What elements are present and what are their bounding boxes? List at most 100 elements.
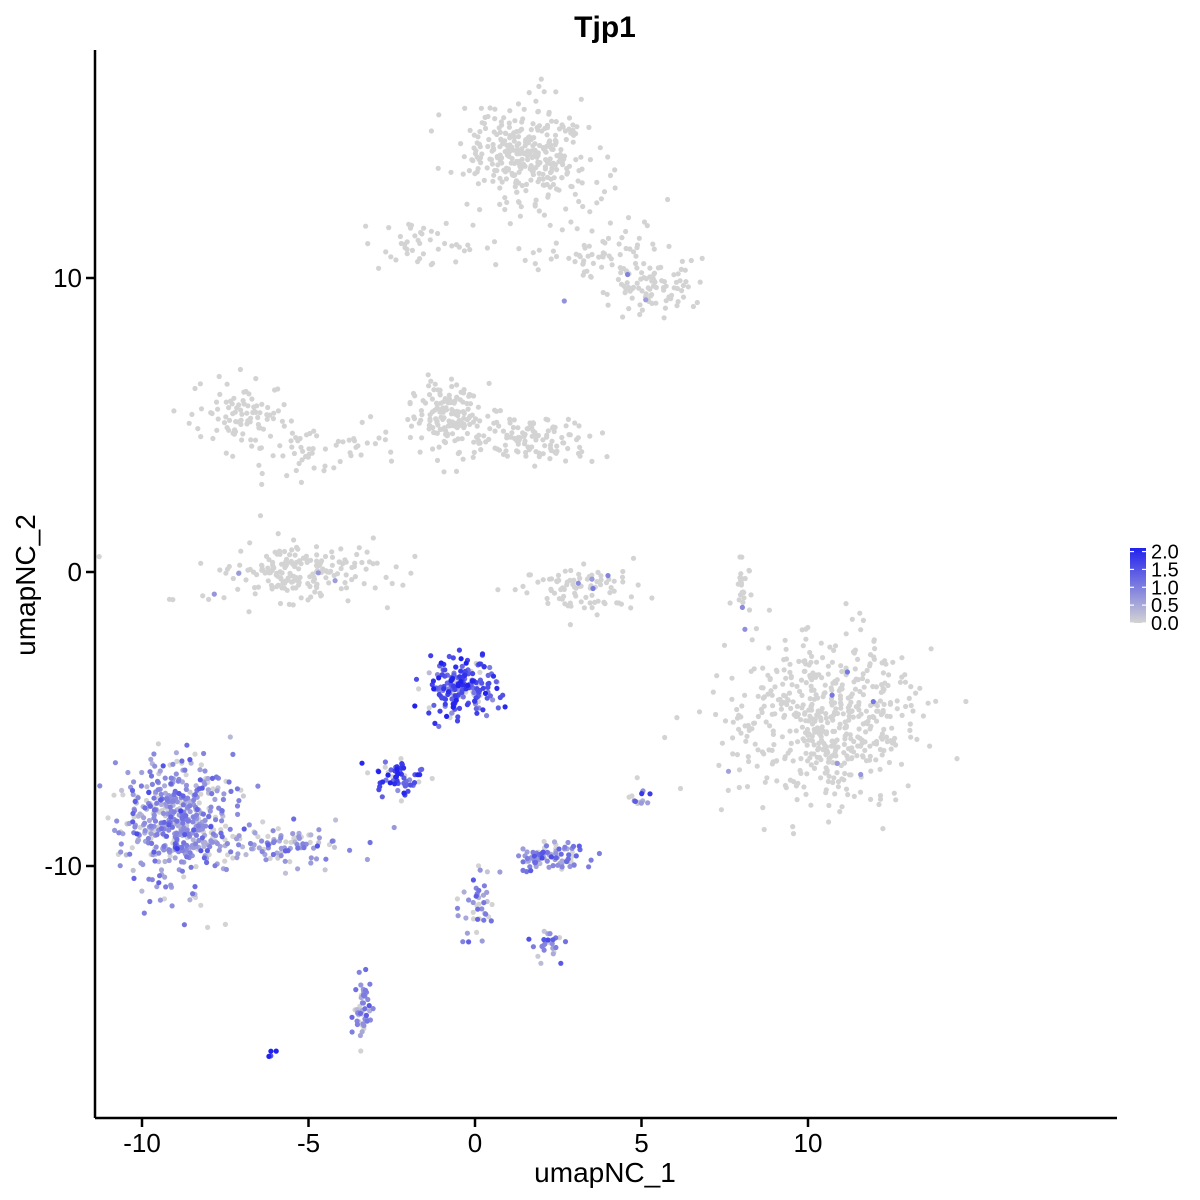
cell-point [364,549,370,555]
cell-point [845,792,851,798]
cell-point [817,715,824,721]
cell-point [874,718,880,724]
cell-point [210,435,216,442]
cell-point [749,726,755,732]
cell-point [516,180,522,186]
cell-point [739,604,746,611]
cell-point [386,225,392,231]
cell-point [524,849,530,855]
cell-point [158,867,165,873]
cell-point [527,864,533,870]
cell-point [913,690,919,696]
cell-point [322,446,328,452]
cell-point [589,605,595,611]
cell-point [352,560,358,566]
cell-point [408,570,414,576]
cell-point [618,601,625,607]
cell-point [738,571,744,577]
cell-point [298,479,304,485]
cell-point [297,574,303,581]
cell-point [485,672,491,679]
cell-point [258,445,264,451]
cell-point [205,787,211,793]
cell-point [224,841,230,847]
cell-point [511,138,517,144]
cell-point [854,753,860,759]
cell-point [497,869,503,875]
cell-point [842,770,848,777]
cell-point [928,646,934,652]
cell-point [857,688,863,695]
cell-point [813,760,819,766]
cell-point [238,548,244,554]
cell-point [910,708,916,714]
cell-point [518,204,524,210]
cell-point [408,782,414,788]
cell-point [279,561,285,567]
cell-point [536,208,542,214]
cell-point [765,672,771,678]
cell-point [641,219,648,225]
cell-point [542,166,549,172]
cell-point [313,544,320,550]
cell-point [179,868,185,874]
cell-point [154,800,160,806]
cell-point [879,752,885,758]
cell-point [524,153,531,159]
cell-point [546,576,553,582]
cell-point [649,292,655,298]
cell-point [507,108,513,114]
cell-point [548,586,554,592]
cell-point [589,576,595,582]
cell-point [524,855,531,862]
cell-point [366,1003,372,1009]
cell-point [784,701,790,708]
cell-point [884,739,891,745]
cell-point [818,734,824,740]
cell-point [502,206,508,213]
cell-point [570,122,576,128]
cell-point [170,761,176,767]
cell-point [614,600,620,606]
cell-point [551,839,558,845]
cell-point [200,593,206,599]
cell-point [810,670,816,676]
cell-point [194,806,200,813]
cell-point [395,787,401,794]
cell-point [359,559,365,566]
cell-point [523,188,529,194]
cell-point [393,564,399,570]
cell-point [547,169,554,176]
cell-point [617,252,623,258]
cell-point [834,737,840,743]
cell-point [199,785,205,791]
cell-point [335,438,341,444]
cell-point [430,678,436,684]
cell-point [647,791,653,797]
cell-point [226,427,232,433]
cell-point [264,416,270,422]
cell-point [830,728,836,735]
cell-point [393,257,399,263]
cell-point [277,443,283,449]
cell-point [696,709,703,715]
cell-point [407,434,413,441]
cell-point [512,587,518,593]
cell-point [460,694,466,700]
cell-point [594,612,600,618]
cell-point [164,796,170,803]
cell-point [843,601,849,607]
cell-point [779,734,786,740]
cell-point [607,172,614,179]
cell-point [360,992,366,998]
cell-point [395,771,401,777]
cell-point [470,909,476,915]
cell-point [526,936,532,942]
cell-point [281,402,287,408]
cell-point [819,728,825,734]
cell-point [660,285,667,291]
cell-point [601,189,608,195]
cell-point [801,784,807,790]
x-tick-label: 10 [794,1128,823,1158]
cell-point [548,256,554,262]
